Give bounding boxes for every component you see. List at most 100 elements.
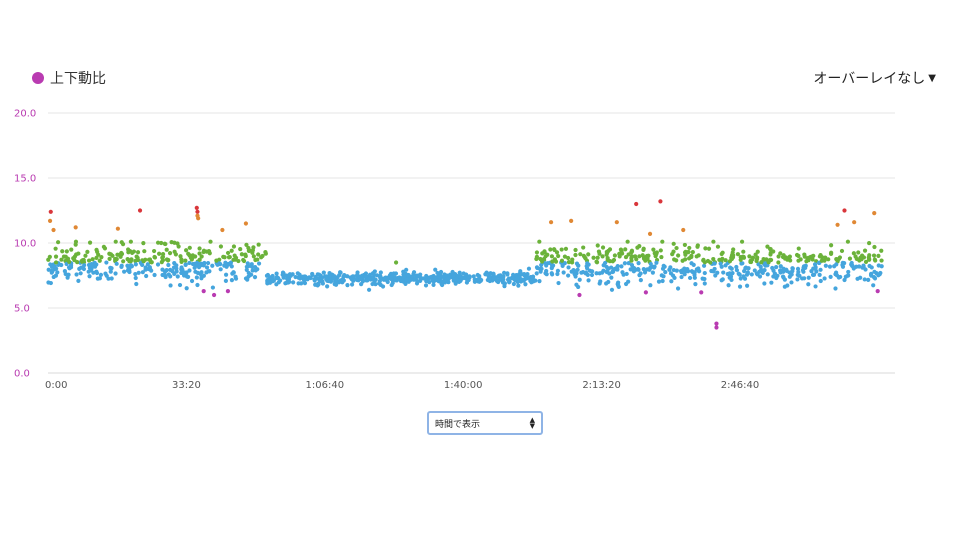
data-point <box>244 242 249 247</box>
data-point <box>143 267 148 272</box>
data-point <box>550 264 555 269</box>
data-point <box>866 277 871 283</box>
data-point <box>99 255 104 260</box>
data-point <box>697 269 702 274</box>
data-point <box>131 249 137 254</box>
data-point <box>723 258 728 263</box>
data-point <box>251 254 256 259</box>
data-point <box>595 255 600 260</box>
scatter-chart: 0.0 5.0 10.0 15.0 20.0 0:00 33:20 1:06:40 1:40:0… <box>14 109 895 391</box>
y-tick-label: 10.0 <box>14 239 36 250</box>
data-point <box>576 263 581 268</box>
data-point <box>382 276 387 281</box>
data-point <box>660 278 665 284</box>
data-point <box>389 276 394 281</box>
data-point <box>583 270 589 275</box>
data-point <box>334 277 339 282</box>
data-point <box>483 272 488 277</box>
data-point <box>411 270 417 275</box>
data-point <box>377 279 382 284</box>
data-point <box>594 271 599 276</box>
data-point <box>615 281 620 287</box>
data-point <box>782 277 787 282</box>
data-point <box>374 273 380 278</box>
data-point <box>397 275 402 280</box>
data-point <box>682 266 687 271</box>
data-point <box>74 272 79 277</box>
data-point <box>619 249 624 254</box>
legend-label: 上下動比 <box>50 71 106 87</box>
data-point <box>271 278 276 283</box>
data-point <box>349 282 355 287</box>
data-point <box>818 267 823 272</box>
data-point <box>863 259 869 264</box>
data-point <box>818 253 823 258</box>
overlay-dropdown[interactable]: オーバーレイなし ▼ <box>813 68 936 88</box>
data-point <box>563 246 569 251</box>
data-point <box>879 248 884 253</box>
data-point <box>876 253 881 258</box>
data-point <box>614 220 619 225</box>
data-point <box>702 281 707 286</box>
data-point <box>119 263 124 268</box>
data-point <box>476 277 481 282</box>
data-point <box>614 266 619 271</box>
data-point <box>325 284 330 289</box>
data-point <box>797 273 802 278</box>
data-point <box>689 269 694 274</box>
x-tick-label: 2:46:40 <box>721 380 760 391</box>
data-point <box>871 283 876 288</box>
data-point <box>98 272 104 277</box>
data-point <box>759 260 764 265</box>
data-point <box>160 254 166 259</box>
data-point <box>351 278 356 283</box>
data-point <box>140 262 145 268</box>
data-point <box>498 273 503 278</box>
data-point <box>778 251 783 256</box>
data-point <box>407 277 413 282</box>
data-point <box>115 226 120 231</box>
data-point <box>210 285 215 290</box>
data-point <box>391 271 396 276</box>
data-point <box>187 245 192 250</box>
chart-legend[interactable]: 上下動比 <box>32 68 106 88</box>
data-point <box>572 271 577 277</box>
data-point <box>834 262 839 267</box>
data-point <box>243 252 248 257</box>
data-point <box>320 281 325 286</box>
data-point <box>46 267 51 272</box>
data-point <box>120 242 126 247</box>
data-point <box>780 274 786 279</box>
display-mode-select[interactable]: 時間で表示 ▲ ▼ <box>427 411 543 435</box>
data-point <box>818 278 823 284</box>
data-point <box>571 267 576 273</box>
data-point <box>671 241 676 246</box>
data-point <box>738 257 743 263</box>
data-point <box>73 242 78 247</box>
data-point <box>59 257 64 262</box>
data-point <box>183 258 188 263</box>
data-point <box>87 240 93 245</box>
data-point <box>711 256 716 262</box>
data-point <box>164 247 169 252</box>
data-point <box>774 264 779 270</box>
data-point <box>435 278 440 283</box>
data-point <box>856 250 861 255</box>
data-point <box>256 261 262 266</box>
data-point <box>487 275 492 281</box>
data-point <box>457 270 462 275</box>
display-mode-value: 時間で表示 <box>435 419 481 430</box>
data-point <box>73 225 78 230</box>
data-point <box>53 273 59 278</box>
data-point <box>82 263 87 268</box>
data-point <box>679 274 684 280</box>
select-arrows-icon: ▲ ▼ <box>529 416 535 430</box>
data-point <box>650 264 655 269</box>
data-point <box>497 277 502 282</box>
data-point <box>144 273 149 279</box>
data-point <box>680 258 685 263</box>
data-point <box>233 257 238 262</box>
data-point <box>641 247 646 252</box>
data-point <box>260 253 265 259</box>
data-point <box>600 254 605 259</box>
